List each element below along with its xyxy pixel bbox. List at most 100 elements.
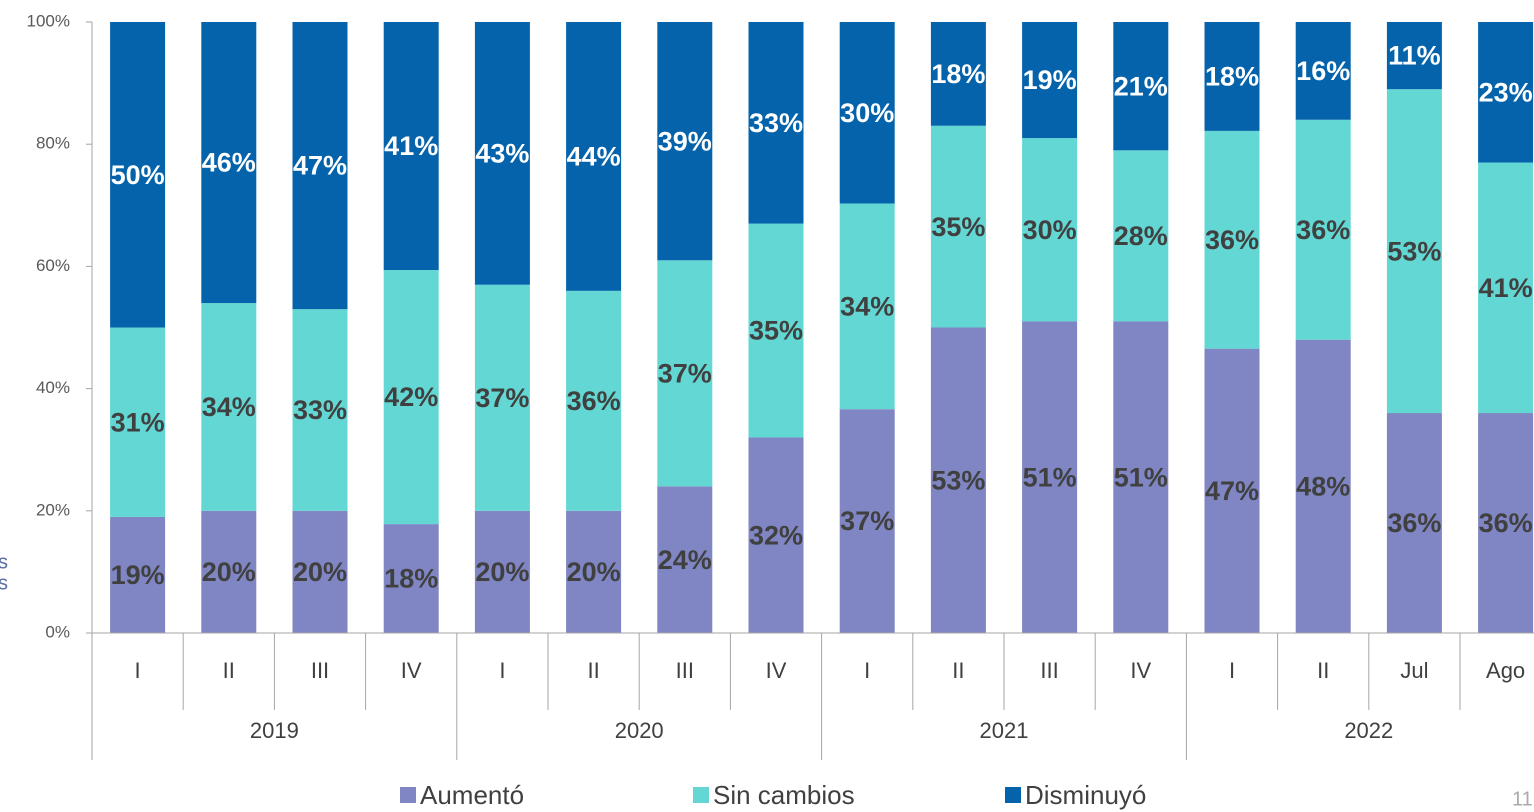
data-label: 47%: [1205, 476, 1259, 506]
bar-segment: [657, 486, 713, 633]
side-text: s: [0, 551, 8, 573]
data-label: 41%: [1479, 273, 1533, 303]
bar-segment: [383, 524, 439, 633]
bar-segment: [110, 327, 166, 517]
bar-segment: [1113, 22, 1169, 151]
bar-segment: [566, 290, 622, 511]
data-label: 20%: [293, 557, 347, 587]
group-label: 2020: [615, 718, 664, 743]
legend-label: Disminuyó: [1025, 780, 1146, 810]
data-label: 16%: [1296, 56, 1350, 86]
bar-segment: [748, 22, 804, 224]
bar-segment: [930, 125, 986, 328]
y-tick-label: 60%: [36, 256, 70, 275]
data-label: 36%: [1296, 215, 1350, 245]
legend-label: Aumentó: [420, 780, 524, 810]
bar-segment: [839, 22, 895, 204]
data-label: 19%: [111, 560, 165, 590]
bar-segment: [1478, 413, 1534, 633]
legend-swatch: [693, 787, 709, 803]
bar-segment: [383, 270, 439, 525]
y-tick-label: 0%: [45, 622, 70, 641]
data-label: 21%: [1114, 71, 1168, 101]
data-label: 37%: [840, 506, 894, 536]
data-label: 34%: [202, 392, 256, 422]
group-label: 2021: [980, 718, 1029, 743]
group-label: 2022: [1344, 718, 1393, 743]
data-label: 20%: [475, 557, 529, 587]
data-label: 43%: [475, 138, 529, 168]
data-label: 35%: [749, 316, 803, 346]
data-label: 32%: [749, 520, 803, 550]
data-label: 31%: [111, 407, 165, 437]
bar-segment: [1295, 22, 1351, 120]
bar-segment: [839, 203, 895, 410]
data-label: 34%: [840, 291, 894, 321]
data-label: 18%: [1205, 62, 1259, 92]
data-label: 36%: [1387, 508, 1441, 538]
data-label: 37%: [475, 383, 529, 413]
legend-label: Sin cambios: [713, 780, 855, 810]
data-label: 33%: [293, 395, 347, 425]
y-tick-label: 40%: [36, 378, 70, 397]
x-tick-label: IV: [766, 658, 787, 683]
x-tick-label: III: [311, 658, 329, 683]
page-number: 11: [1512, 788, 1533, 810]
data-label: 23%: [1479, 77, 1533, 107]
x-tick-label: III: [1040, 658, 1058, 683]
data-label: 18%: [384, 564, 438, 594]
bar-segment: [839, 409, 895, 633]
data-label: 36%: [1479, 508, 1533, 538]
data-label: 36%: [1205, 225, 1259, 255]
bar-segment: [1204, 130, 1260, 349]
data-label: 11%: [1388, 41, 1441, 71]
bar-segment: [201, 22, 257, 304]
bar-segment: [1386, 413, 1442, 633]
data-label: 50%: [111, 160, 165, 190]
x-tick-label: III: [676, 658, 694, 683]
x-tick-label: I: [135, 658, 141, 683]
x-tick-label: Ago: [1486, 658, 1525, 683]
bar-segment: [566, 510, 622, 633]
data-label: 28%: [1114, 221, 1168, 251]
x-tick-label: I: [1229, 658, 1235, 683]
bar-segment: [110, 516, 166, 633]
x-tick-label: II: [952, 658, 964, 683]
bar-segment: [1478, 22, 1534, 163]
data-label: 33%: [749, 108, 803, 138]
bar-segment: [383, 22, 439, 271]
bar-segment: [1295, 339, 1351, 633]
bar-segment: [474, 510, 530, 633]
data-label: 30%: [1023, 215, 1077, 245]
data-label: 19%: [1023, 65, 1077, 95]
bar-segment: [1113, 150, 1169, 322]
x-tick-label: I: [499, 658, 505, 683]
data-label: 36%: [567, 386, 621, 416]
bar-segment: [474, 284, 530, 511]
bar-segment: [1204, 348, 1260, 633]
data-label: 24%: [658, 545, 712, 575]
bar-segment: [1022, 321, 1078, 633]
bar-segment: [292, 510, 348, 633]
x-tick-label: II: [1317, 658, 1329, 683]
data-label: 51%: [1114, 462, 1168, 492]
x-tick-label: IV: [401, 658, 422, 683]
data-label: 51%: [1023, 462, 1077, 492]
bar-segment: [474, 22, 530, 285]
x-tick-label: Jul: [1400, 658, 1428, 683]
side-text: s: [0, 572, 8, 594]
bar-segment: [1478, 162, 1534, 414]
y-tick-label: 80%: [36, 134, 70, 153]
bar-segment: [1386, 89, 1442, 414]
bar-segment: [930, 327, 986, 633]
data-label: 18%: [931, 59, 985, 89]
bar-segment: [110, 22, 166, 328]
bar-segment: [657, 22, 713, 261]
legend-swatch: [400, 787, 416, 803]
bar-segment: [1204, 22, 1260, 131]
data-label: 35%: [931, 212, 985, 242]
bar-segment: [1295, 119, 1351, 340]
bar-segment: [1022, 22, 1078, 139]
data-label: 20%: [202, 557, 256, 587]
data-label: 53%: [1387, 236, 1441, 266]
